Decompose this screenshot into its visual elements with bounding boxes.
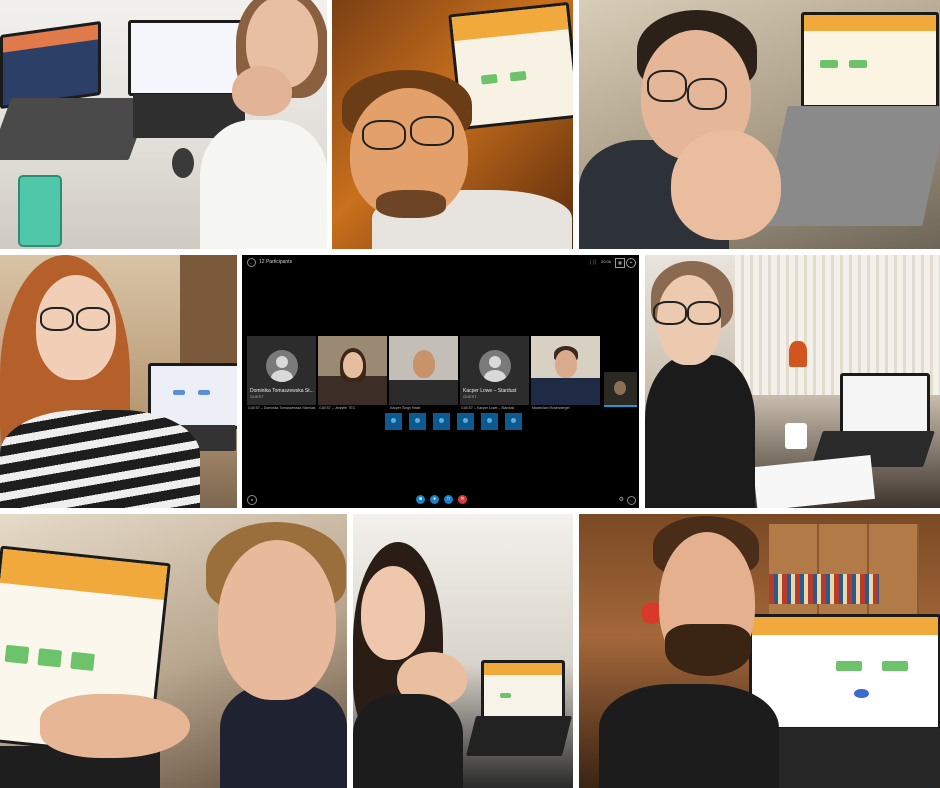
- video-call-window: ← 12 Participants │││ 00:06 ▦ + Dominika…: [242, 255, 639, 508]
- call-top-bar: ← 12 Participants │││ 00:06 ▦ +: [242, 255, 639, 271]
- photo-tile-7: [0, 514, 347, 788]
- participant-thumb[interactable]: [409, 413, 426, 430]
- curtain: [735, 255, 940, 395]
- participant-tile[interactable]: [531, 336, 600, 405]
- self-view[interactable]: [604, 372, 637, 407]
- participant-tile[interactable]: [389, 336, 458, 405]
- photo-tile-6: [645, 255, 940, 508]
- photo-tile-8: [353, 514, 573, 788]
- participant-tile[interactable]: Kacper Lowe – Stardust GUEST: [460, 336, 529, 405]
- photo-tile-9: [579, 514, 940, 788]
- phone: [18, 175, 62, 247]
- more-icon[interactable]: …: [627, 496, 636, 505]
- balloon: [641, 602, 663, 624]
- participants-title: 12 Participants: [259, 259, 293, 265]
- laptop-screen: [840, 373, 930, 435]
- participant-thumb[interactable]: [457, 413, 474, 430]
- lamp: [789, 341, 807, 367]
- participant-role: GUEST: [250, 394, 264, 399]
- cabinet: [769, 524, 919, 619]
- participant-name: Dominika Tomaszewska St...: [250, 388, 314, 394]
- shelf: [180, 255, 237, 365]
- share-screen-icon[interactable]: □: [444, 495, 453, 504]
- avatar: [266, 350, 298, 382]
- laptop-screen: [128, 20, 244, 96]
- photo-tile-1: [0, 0, 327, 249]
- participant-thumb[interactable]: [481, 413, 498, 430]
- participant-caption: GUEST – Dominika Tomaszewska Stardust: [248, 406, 316, 410]
- photo-tile-3: [579, 0, 940, 249]
- participant-tile[interactable]: Dominika Tomaszewska St... GUEST: [247, 336, 316, 405]
- layout-icon[interactable]: ▦: [615, 258, 625, 268]
- pointing-hand: [40, 694, 190, 758]
- participant-thumb[interactable]: [505, 413, 522, 430]
- add-participant-icon[interactable]: +: [626, 258, 636, 268]
- microphone-icon[interactable]: ●: [430, 495, 439, 504]
- back-arrow-icon[interactable]: ←: [247, 258, 256, 267]
- call-timer: 00:06: [600, 259, 611, 264]
- mug: [785, 423, 807, 449]
- laptop-screen: [0, 20, 101, 110]
- participant-tile[interactable]: [318, 336, 387, 405]
- participant-caption: GUEST – Jennifer TEC: [319, 406, 356, 410]
- video-camera-icon[interactable]: ■: [416, 495, 425, 504]
- laptop-screen: [481, 660, 565, 720]
- photo-tile-2: [332, 0, 573, 249]
- hang-up-icon[interactable]: ✕: [458, 495, 467, 504]
- gear-icon[interactable]: ⚙: [618, 497, 624, 503]
- laptop-screen: [749, 614, 940, 730]
- participant-thumb[interactable]: [433, 413, 450, 430]
- bookshelf: [769, 574, 879, 604]
- avatar: [479, 350, 511, 382]
- chat-icon[interactable]: ●: [247, 495, 257, 505]
- participant-caption: GUEST – Kacper Lowe – Stardust: [461, 406, 515, 410]
- participant-role: GUEST: [463, 394, 477, 399]
- participant-name: Kacper Lowe – Stardust: [463, 388, 517, 394]
- striped-sweater: [0, 410, 200, 508]
- mouse: [172, 148, 194, 178]
- beard: [665, 624, 751, 676]
- participant-caption: Maximilian Rosenberger: [532, 406, 570, 410]
- laptop-screen: [801, 12, 939, 108]
- participant-caption: Kacper Singh Rafał: [390, 406, 421, 410]
- photo-tile-4: [0, 255, 237, 508]
- signal-icon: │││: [589, 259, 598, 264]
- participant-thumb[interactable]: [385, 413, 402, 430]
